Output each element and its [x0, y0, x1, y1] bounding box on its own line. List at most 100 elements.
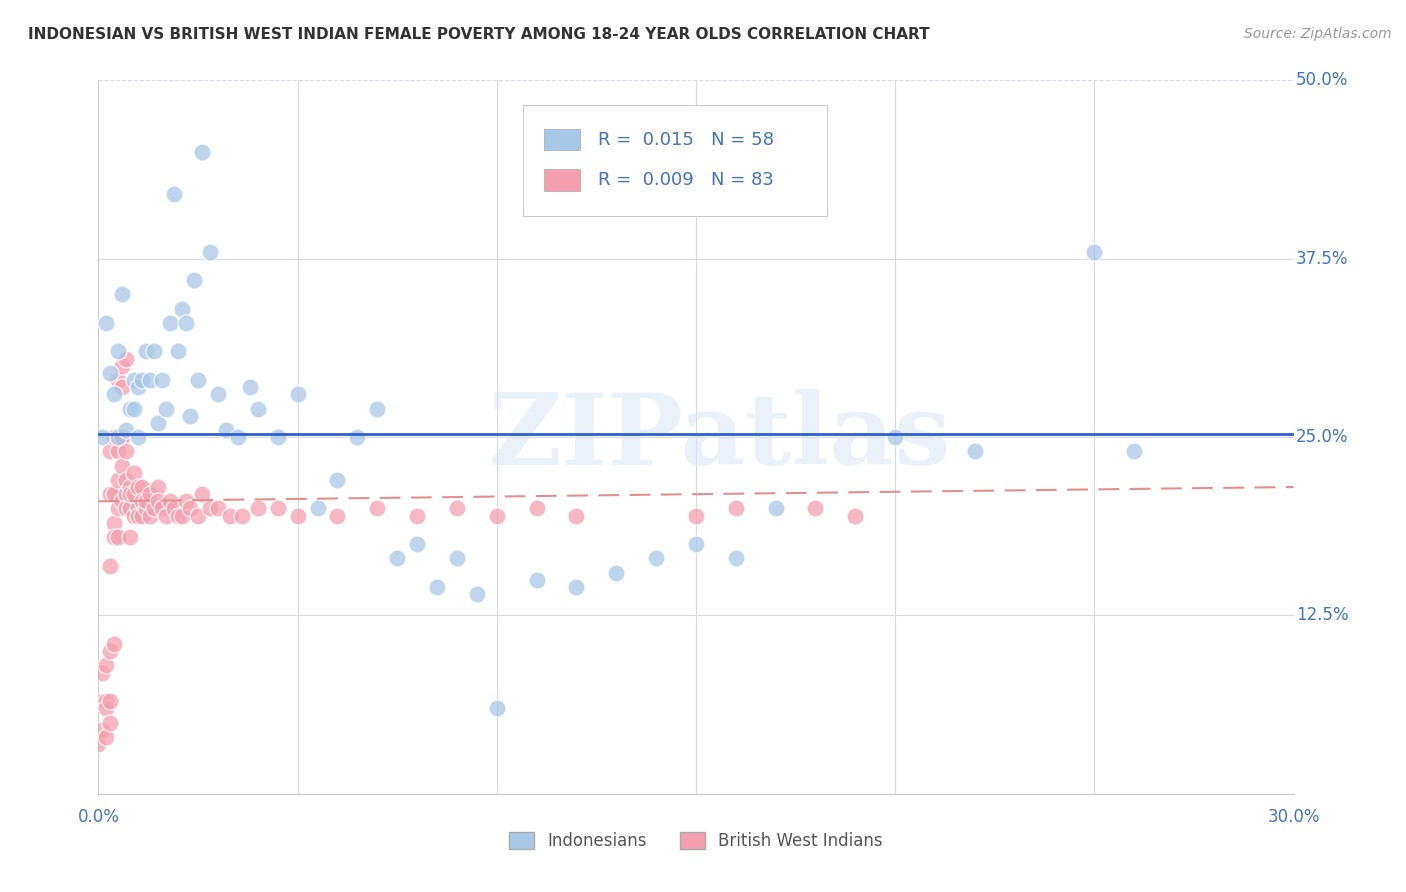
Point: [124, 373, 146, 387]
Point: [246, 401, 269, 416]
Point: [174, 316, 197, 330]
Point: [565, 508, 588, 523]
Point: [111, 430, 134, 444]
Point: [267, 501, 290, 516]
Point: [107, 501, 129, 516]
Point: [155, 508, 177, 523]
Point: [1123, 444, 1146, 458]
Point: [685, 508, 707, 523]
Point: [267, 430, 290, 444]
Point: [111, 359, 134, 373]
Point: [91, 665, 114, 680]
Point: [107, 344, 129, 359]
Point: [366, 501, 388, 516]
Text: ZIPatlas: ZIPatlas: [489, 389, 950, 485]
Text: R =  0.009   N = 83: R = 0.009 N = 83: [598, 171, 773, 189]
Point: [124, 508, 146, 523]
Point: [148, 480, 170, 494]
Point: [645, 551, 668, 566]
Point: [98, 715, 122, 730]
Point: [172, 301, 194, 316]
Point: [804, 501, 827, 516]
Point: [207, 501, 229, 516]
Point: [167, 508, 190, 523]
Point: [446, 501, 468, 516]
Text: Source: ZipAtlas.com: Source: ZipAtlas.com: [1244, 27, 1392, 41]
Point: [96, 316, 118, 330]
Point: [127, 380, 149, 394]
Point: [98, 444, 122, 458]
Point: [127, 508, 149, 523]
Point: [485, 701, 508, 715]
Point: [115, 487, 138, 501]
Point: [87, 737, 110, 751]
Point: [844, 508, 866, 523]
Point: [163, 187, 186, 202]
Point: [127, 501, 149, 516]
Point: [219, 508, 242, 523]
Point: [605, 566, 627, 580]
Point: [191, 145, 214, 159]
Point: [139, 373, 162, 387]
Point: [366, 401, 388, 416]
Point: [150, 501, 173, 516]
Point: [963, 444, 986, 458]
Point: [163, 501, 186, 516]
Point: [148, 416, 170, 430]
Point: [385, 551, 409, 566]
Point: [111, 458, 134, 473]
Point: [115, 351, 138, 366]
Point: [526, 573, 548, 587]
Point: [406, 508, 429, 523]
Point: [115, 501, 138, 516]
Point: [98, 366, 122, 380]
Point: [91, 723, 114, 737]
Point: [103, 530, 125, 544]
Point: [187, 508, 209, 523]
Point: [287, 387, 309, 401]
Point: [107, 373, 129, 387]
Text: 30.0%: 30.0%: [1267, 808, 1320, 826]
Point: [103, 516, 125, 530]
Point: [96, 701, 118, 715]
Text: 25.0%: 25.0%: [1296, 428, 1348, 446]
Point: [307, 501, 329, 516]
Point: [91, 430, 114, 444]
Point: [124, 487, 146, 501]
Text: 50.0%: 50.0%: [1296, 71, 1348, 89]
Point: [198, 244, 221, 259]
Point: [406, 537, 429, 551]
Point: [98, 487, 122, 501]
Point: [485, 508, 508, 523]
Point: [174, 494, 197, 508]
Point: [685, 537, 707, 551]
FancyBboxPatch shape: [544, 128, 581, 150]
Point: [98, 558, 122, 573]
Point: [124, 401, 146, 416]
Text: 12.5%: 12.5%: [1296, 607, 1348, 624]
Text: 37.5%: 37.5%: [1296, 250, 1348, 268]
Point: [287, 508, 309, 523]
Point: [127, 430, 149, 444]
Point: [565, 580, 588, 594]
Point: [226, 430, 249, 444]
Point: [139, 487, 162, 501]
Point: [96, 730, 118, 744]
Point: [135, 501, 157, 516]
Point: [120, 480, 142, 494]
Point: [120, 530, 142, 544]
Point: [107, 430, 129, 444]
Point: [191, 487, 214, 501]
Point: [127, 480, 149, 494]
Point: [465, 587, 488, 601]
Point: [159, 316, 181, 330]
Legend: Indonesians, British West Indians: Indonesians, British West Indians: [502, 825, 890, 857]
Point: [884, 430, 907, 444]
Point: [131, 373, 153, 387]
Point: [150, 373, 173, 387]
Point: [96, 658, 118, 673]
Point: [96, 694, 118, 708]
Point: [1083, 244, 1105, 259]
Point: [111, 494, 134, 508]
Point: [143, 344, 166, 359]
